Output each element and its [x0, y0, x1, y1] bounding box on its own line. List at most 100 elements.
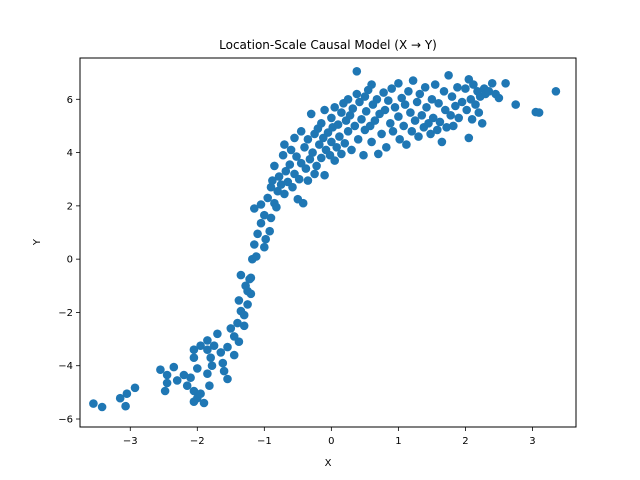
data-point: [156, 365, 165, 375]
data-point: [130, 383, 140, 393]
data-point: [236, 270, 246, 280]
data-point: [417, 111, 427, 120]
data-point: [360, 92, 370, 101]
data-point: [359, 150, 368, 160]
data-point: [296, 127, 306, 136]
data-point: [286, 145, 296, 155]
data-point: [487, 79, 497, 88]
data-point: [380, 105, 390, 115]
data-point: [260, 242, 269, 252]
data-point: [189, 353, 199, 363]
data-point: [160, 386, 170, 396]
data-point: [467, 115, 477, 124]
data-point: [196, 389, 205, 399]
data-point: [290, 133, 299, 143]
data-point: [268, 176, 277, 185]
data-point: [223, 342, 232, 352]
data-point: [209, 341, 219, 351]
data-point: [260, 210, 269, 220]
y-axis: −6 −4 −2 0 2 4 6: [58, 95, 80, 426]
data-point: [335, 132, 344, 141]
data-point: [320, 170, 329, 180]
data-point: [374, 149, 383, 159]
data-point: [439, 87, 449, 96]
data-point: [263, 193, 273, 203]
data-point: [265, 226, 275, 236]
data-point: [343, 95, 353, 104]
data-point: [464, 133, 474, 143]
data-point: [386, 119, 395, 128]
data-point: [388, 127, 398, 136]
x-axis: −3 −2 −1 0 1 2 3: [123, 427, 536, 447]
data-point: [233, 318, 242, 328]
data-point: [205, 381, 214, 391]
x-tick-label: −2: [190, 436, 205, 447]
data-point: [274, 172, 284, 181]
data-point: [272, 202, 281, 212]
data-point: [189, 397, 199, 407]
data-point: [433, 125, 442, 135]
data-point: [347, 145, 356, 155]
data-point: [449, 121, 458, 131]
data-point: [169, 362, 179, 372]
data-point: [408, 76, 418, 85]
data-point: [551, 87, 561, 96]
data-point: [397, 93, 407, 103]
data-point: [189, 345, 199, 355]
data-point: [406, 108, 415, 117]
data-point: [370, 116, 380, 125]
data-point: [337, 108, 346, 117]
data-point: [352, 89, 362, 99]
data-point: [474, 108, 484, 117]
data-point: [428, 113, 438, 123]
data-point: [206, 353, 215, 363]
data-point: [303, 135, 313, 144]
data-point: [266, 213, 276, 223]
data-point: [434, 99, 443, 108]
data-point: [223, 374, 232, 384]
data-point: [253, 229, 262, 239]
data-point: [367, 137, 376, 147]
data-point: [353, 135, 363, 144]
data-point: [300, 143, 309, 152]
data-point: [430, 80, 440, 89]
data-point: [281, 166, 291, 176]
data-point: [442, 123, 451, 132]
data-point: [203, 369, 212, 379]
data-point: [246, 273, 256, 283]
data-point: [357, 115, 366, 124]
data-point: [400, 100, 410, 109]
data-point: [261, 234, 271, 244]
data-point: [239, 310, 249, 320]
data-point: [162, 378, 172, 388]
data-point: [243, 300, 252, 309]
data-point: [196, 341, 205, 351]
data-point: [327, 137, 336, 147]
data-point: [451, 101, 460, 111]
data-point: [384, 96, 393, 105]
data-point: [407, 127, 417, 136]
data-point: [246, 289, 256, 299]
data-point: [199, 398, 209, 408]
data-point: [379, 88, 388, 97]
data-point: [251, 252, 261, 261]
data-point: [250, 240, 259, 249]
data-point: [372, 95, 382, 104]
data-point: [471, 100, 480, 109]
data-point: [266, 182, 276, 192]
data-point: [320, 105, 329, 115]
data-point: [447, 92, 457, 101]
data-point: [256, 218, 266, 228]
data-point: [97, 402, 107, 412]
data-point: [462, 105, 472, 115]
y-tick-label: 2: [67, 201, 73, 212]
data-point: [276, 180, 286, 189]
data-point: [239, 321, 249, 331]
data-point: [382, 143, 391, 152]
data-point: [333, 120, 343, 129]
data-point: [280, 189, 289, 199]
y-axis-label: Y: [32, 238, 43, 246]
plot-frame: [79, 57, 577, 428]
data-point: [484, 87, 494, 96]
x-tick-label: −3: [123, 436, 138, 447]
